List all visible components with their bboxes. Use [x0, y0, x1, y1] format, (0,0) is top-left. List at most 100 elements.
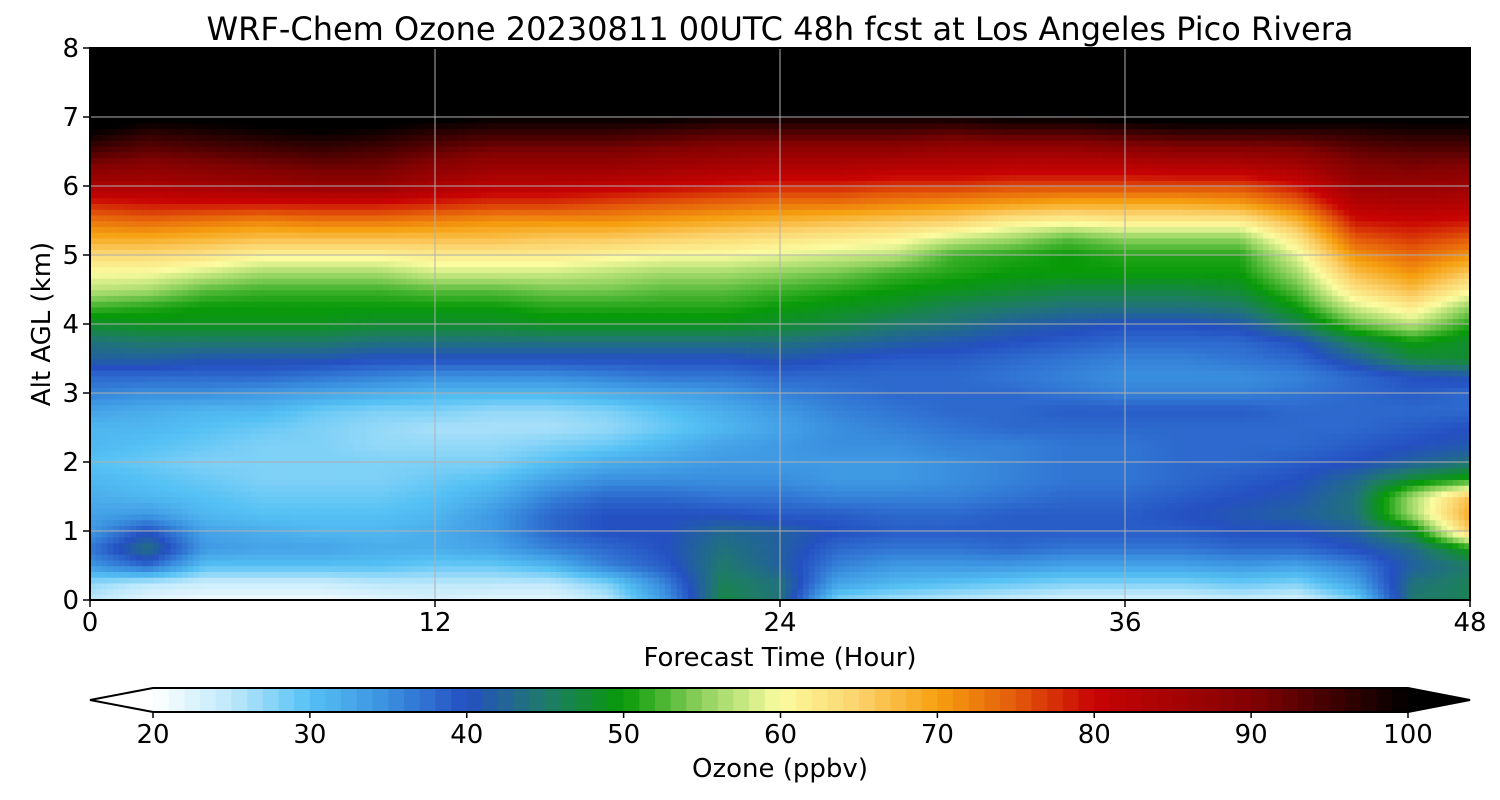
ozone-cell [486, 479, 494, 486]
ozone-cell [325, 525, 333, 532]
ozone-cell [1171, 508, 1178, 515]
ozone-cell [1194, 559, 1201, 567]
ozone-cell [705, 542, 712, 549]
ozone-cell [958, 577, 965, 584]
ozone-cell [1107, 496, 1115, 503]
ozone-cell [607, 513, 614, 521]
ozone-cell [900, 513, 908, 521]
ozone-cell [1257, 559, 1264, 567]
ozone-cell [1010, 502, 1017, 509]
ozone-cell [670, 559, 678, 567]
ozone-cell [590, 496, 597, 503]
ozone-cell [164, 571, 172, 578]
ozone-cell [866, 508, 873, 515]
ozone-cell [532, 594, 540, 600]
ozone-cell [1291, 536, 1299, 544]
ozone-cell [849, 502, 856, 509]
ozone-cell [429, 588, 436, 595]
ozone-cell [584, 531, 591, 538]
ozone-cell [1418, 571, 1425, 578]
ozone-cell [785, 536, 793, 544]
ozone-cell [987, 479, 994, 486]
ozone-cell [1205, 525, 1212, 532]
ozone-cell [1165, 588, 1172, 595]
ozone-cell [1165, 508, 1172, 515]
ozone-cell [1343, 548, 1350, 555]
ozone-cell [584, 519, 591, 526]
ozone-cell [843, 531, 850, 538]
ozone-cell [1314, 554, 1322, 561]
ozone-cell [1136, 559, 1143, 567]
ozone-cell [555, 571, 563, 578]
ozone-cell [1015, 508, 1023, 515]
ozone-cell [952, 485, 959, 492]
ozone-cell [527, 577, 534, 584]
ozone-cell [613, 519, 620, 526]
ozone-cell [624, 513, 632, 521]
ozone-cell [653, 479, 660, 486]
ozone-cell [791, 519, 798, 526]
ozone-cell [1073, 531, 1080, 538]
ozone-cell [1044, 565, 1051, 572]
ozone-cell [872, 508, 879, 515]
ozone-cell [147, 582, 154, 590]
ozone-cell [1159, 582, 1166, 590]
ozone-cell [1050, 542, 1057, 549]
ozone-cell [532, 536, 540, 544]
ozone-cell [1406, 496, 1414, 503]
ozone-cell [1360, 485, 1368, 492]
ozone-cell [739, 490, 747, 498]
ozone-cell [1245, 536, 1253, 544]
ozone-cell [751, 554, 758, 561]
ozone-cell [607, 536, 614, 544]
ozone-cell [912, 479, 919, 486]
ozone-cell [141, 479, 149, 486]
ozone-cell [1136, 479, 1143, 486]
ozone-cell [1148, 485, 1155, 492]
ozone-cell [1309, 571, 1316, 578]
ozone-cell [665, 496, 672, 503]
ozone-cell [481, 565, 488, 572]
ozone-cell [647, 571, 655, 578]
ozone-cell [826, 490, 833, 498]
ozone-cell [1125, 479, 1132, 486]
ozone-cell [785, 577, 793, 584]
ozone-cell [1458, 571, 1465, 578]
ozone-cell [193, 536, 200, 544]
ozone-cell [1314, 502, 1322, 509]
ozone-cell [900, 502, 908, 509]
ozone-cell [136, 548, 143, 555]
ozone-cell [371, 519, 379, 526]
ozone-cell [883, 513, 890, 521]
ozone-cell [302, 536, 310, 544]
ozone-cell [1205, 502, 1212, 509]
ozone-cell [90, 571, 97, 578]
ozone-cell [854, 571, 862, 578]
ozone-cell [1199, 519, 1207, 526]
ozone-cell [228, 479, 235, 486]
ozone-cell [1401, 588, 1408, 595]
ozone-cell [670, 536, 678, 544]
ozone-cell [998, 548, 1005, 555]
ozone-cell [872, 565, 879, 572]
ozone-cell [90, 490, 97, 498]
ozone-cell [1176, 519, 1184, 526]
ozone-cell [90, 519, 97, 526]
ozone-cell [711, 594, 718, 600]
ozone-cell [170, 496, 177, 503]
ozone-cell [682, 542, 689, 549]
ozone-cell [676, 479, 683, 486]
ozone-cell [912, 536, 919, 544]
ozone-cell [233, 519, 241, 526]
ozone-cell [647, 490, 655, 498]
ozone-cell [751, 536, 758, 544]
ozone-cell [412, 536, 419, 544]
ozone-cell [969, 513, 977, 521]
ozone-cell [1389, 485, 1396, 492]
ozone-cell [981, 519, 988, 526]
ozone-cell [176, 565, 183, 572]
ozone-cell [366, 479, 373, 486]
ozone-cell [1332, 531, 1339, 538]
ozone-cell [130, 513, 137, 521]
ozone-cell [233, 594, 241, 600]
